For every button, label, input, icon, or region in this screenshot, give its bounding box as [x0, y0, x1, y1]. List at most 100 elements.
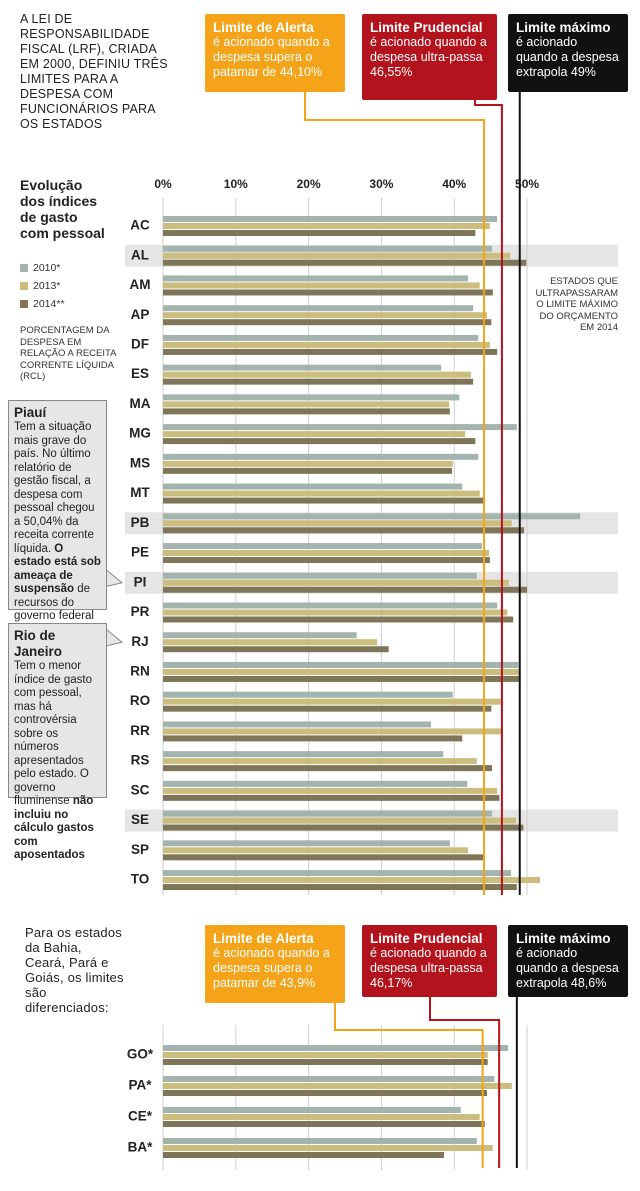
- bar: [163, 431, 466, 438]
- legend-label: 2014**: [33, 298, 65, 310]
- bar: [163, 408, 450, 415]
- bar: [163, 616, 514, 623]
- bar: [163, 758, 477, 765]
- bar: [163, 1107, 461, 1113]
- intro-text: Para os estados da Bahia, Ceará, Pará e …: [25, 925, 124, 1015]
- legend-swatch: [20, 282, 28, 290]
- bar: [163, 259, 527, 266]
- bar: [163, 787, 498, 794]
- x-tick-label: 30%: [369, 177, 393, 191]
- legend-swatch: [20, 300, 28, 308]
- category-label: GO*: [127, 1047, 154, 1062]
- bar: [163, 735, 463, 742]
- limit-text: é acionado quando a despesa ultra-passa …: [370, 946, 487, 990]
- bar: [163, 371, 471, 378]
- bar: [163, 1076, 495, 1082]
- category-label: AL: [131, 247, 149, 262]
- category-label: PR: [131, 604, 150, 619]
- bar: [163, 728, 504, 735]
- bar: [163, 334, 479, 341]
- bar: [163, 794, 500, 801]
- bar: [163, 639, 378, 646]
- bar: [163, 877, 541, 884]
- bar: [163, 275, 469, 282]
- bar: [163, 550, 490, 557]
- x-tick-label: 10%: [224, 177, 248, 191]
- category-label: CE*: [128, 1109, 153, 1124]
- x-tick-label: 40%: [442, 177, 466, 191]
- limit-text: é acionado quando a despesa supera o pat…: [213, 946, 330, 990]
- category-label: BA*: [128, 1140, 153, 1155]
- bar: [163, 1052, 488, 1058]
- bar: [163, 579, 509, 586]
- bar: [163, 394, 460, 401]
- limit-line: [304, 92, 486, 895]
- category-label: PB: [131, 515, 150, 530]
- x-tick-label: 0%: [154, 177, 172, 191]
- bar: [163, 312, 487, 319]
- bar: [163, 884, 517, 891]
- bar: [163, 661, 519, 668]
- category-label: SP: [131, 842, 149, 857]
- bar: [163, 810, 493, 817]
- limit-box: Limite máximo é acionado quando a despesa…: [508, 925, 628, 997]
- bar: [163, 527, 525, 534]
- bar: [163, 305, 474, 312]
- limit-box: Limite Prudencial é acionado quando a des…: [362, 14, 497, 100]
- bar: [163, 1138, 477, 1144]
- category-label: SC: [131, 782, 150, 797]
- limit-line: [474, 100, 503, 895]
- category-label: RO: [130, 693, 150, 708]
- category-label: RS: [131, 753, 150, 768]
- bar: [163, 602, 498, 609]
- bar: [163, 840, 450, 847]
- category-label: ES: [131, 366, 149, 381]
- callout-pointer: [104, 567, 124, 588]
- bar: [163, 691, 453, 698]
- bar: [163, 378, 474, 385]
- bar: [163, 289, 493, 296]
- bar: [163, 1045, 509, 1051]
- bar: [163, 460, 453, 467]
- category-label: PI: [134, 574, 147, 589]
- bar: [163, 780, 468, 787]
- limit-text: é acionado quando a despesa ultra-passa …: [370, 35, 487, 79]
- limit-box: Limite Prudencial é acionado quando a des…: [362, 925, 497, 997]
- category-label: SE: [131, 812, 149, 827]
- bar: [163, 765, 493, 772]
- annotation: ESTADOS QUE ULTRAPASSARAM O LIMITE MÁXIM…: [535, 276, 618, 333]
- category-label: AP: [131, 307, 150, 322]
- bar: [163, 824, 524, 831]
- bar: [163, 513, 581, 520]
- legend-swatch: [20, 264, 28, 272]
- limit-line: [334, 1003, 484, 1168]
- limit-text: é acionado quando a despesa extrapola 48…: [516, 946, 619, 990]
- bar: [163, 557, 490, 564]
- note: PORCENTAGEM DA DESPESA EM RELAÇÃO A RECE…: [20, 325, 116, 382]
- category-label: MA: [130, 396, 151, 411]
- callout-text: Tem a situação mais grave do país. No úl…: [14, 421, 95, 555]
- bar: [163, 282, 480, 289]
- bar: [163, 675, 520, 682]
- callout-pointer: [104, 627, 124, 647]
- limit-line: [429, 997, 501, 1168]
- bar: [163, 543, 482, 550]
- bar: [163, 632, 357, 639]
- limit-text: é acionado quando a despesa supera o pat…: [213, 35, 330, 79]
- category-label: RN: [130, 664, 150, 679]
- bar: [163, 364, 442, 371]
- callout-text: não incluiu no cálculo gastos com aposen…: [14, 795, 94, 861]
- category-label: MG: [129, 426, 151, 441]
- bar: [163, 1121, 485, 1127]
- bar: [163, 854, 484, 861]
- bar: [163, 438, 476, 445]
- bar: [163, 1114, 480, 1120]
- bar: [163, 646, 389, 653]
- limit-text: é acionado quando a despesa extrapola 49…: [516, 35, 619, 79]
- bar: [163, 319, 492, 326]
- bar: [163, 870, 512, 877]
- bar: [163, 230, 476, 236]
- category-label: RJ: [131, 634, 148, 649]
- bar: [163, 572, 477, 579]
- bar: [163, 609, 508, 616]
